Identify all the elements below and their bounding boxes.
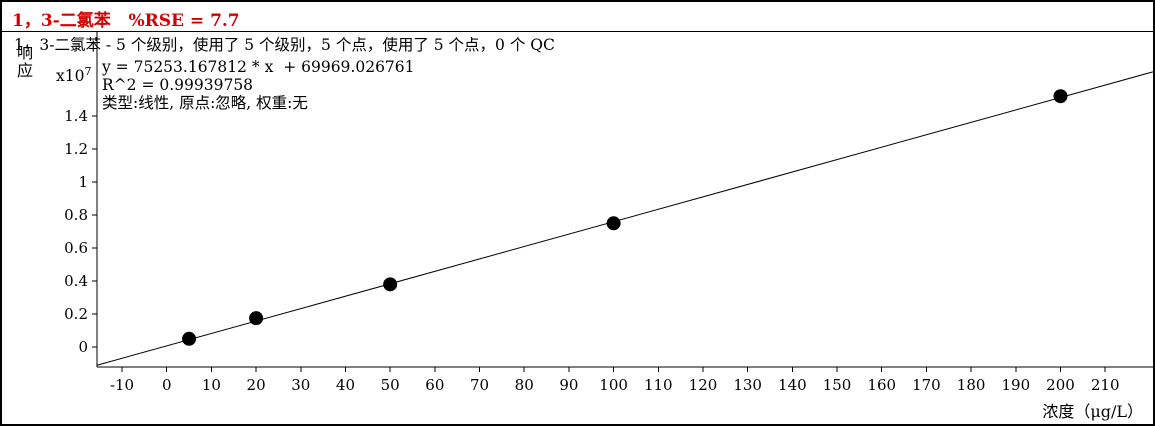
x-tick-label: 40	[336, 376, 355, 394]
x-tick-label: 160	[867, 376, 896, 394]
y-tick-label: 1	[78, 173, 88, 191]
y-multiplier-base: x10	[56, 67, 85, 86]
calibration-info-line: 1，3-二氯苯 - 5 个级别，使用了 5 个级别，5 个点，使用了 5 个点，…	[14, 36, 555, 54]
x-tick-label: 140	[778, 376, 807, 394]
x-tick-label: 190	[1001, 376, 1030, 394]
y-tick-label: 0.2	[64, 305, 88, 323]
compound-title: 1，3-二氯苯 %RSE = 7.7	[12, 11, 240, 31]
fit-type-line: 类型:线性, 原点:忽略, 权重:无	[102, 94, 308, 112]
y-tick-label: 1.2	[64, 140, 88, 158]
y-axis-multiplier: x107	[56, 63, 91, 85]
regression-line	[96, 71, 1153, 366]
y-tick-label: 0.4	[64, 272, 88, 290]
x-tick-label: 50	[381, 376, 400, 394]
calibration-point[interactable]	[1053, 89, 1068, 104]
x-tick-label: 90	[559, 376, 578, 394]
x-tick-label: 180	[957, 376, 986, 394]
x-tick-label: 100	[599, 376, 628, 394]
y-axis-title: 响应	[14, 44, 33, 80]
y-tick-label: 0.6	[64, 239, 88, 257]
y-tick-label: 1.4	[64, 107, 88, 125]
y-tick-label: 0	[78, 338, 88, 356]
x-tick-label: 110	[644, 376, 673, 394]
x-tick-label: 70	[470, 376, 489, 394]
calibration-point[interactable]	[606, 216, 621, 231]
x-tick-label: -10	[110, 376, 134, 394]
x-tick-label: 130	[733, 376, 762, 394]
x-tick-label: 20	[247, 376, 266, 394]
calibration-point[interactable]	[182, 331, 197, 346]
x-tick-label: 150	[823, 376, 852, 394]
x-tick-label: 200	[1046, 376, 1075, 394]
x-tick-label: 170	[912, 376, 941, 394]
x-tick-label: 80	[515, 376, 534, 394]
title-bar: 1，3-二氯苯 %RSE = 7.7	[2, 2, 1153, 32]
x-tick-label: 120	[689, 376, 718, 394]
x-tick-label: 10	[202, 376, 221, 394]
calibration-point[interactable]	[383, 277, 398, 292]
x-tick-label: 0	[162, 376, 172, 394]
x-axis-title: 浓度（μg/L）	[1042, 402, 1143, 421]
x-tick-label: 60	[425, 376, 444, 394]
r-squared-value: R^2 = 0.99939758	[102, 76, 254, 94]
x-tick-label: 30	[291, 376, 310, 394]
x-tick-label: 210	[1091, 376, 1120, 394]
regression-equation: y = 75253.167812 * x + 69969.026761	[102, 58, 415, 76]
calibration-point[interactable]	[249, 311, 264, 326]
y-tick-label: 0.8	[64, 206, 88, 224]
y-multiplier-exponent: 7	[84, 65, 92, 78]
